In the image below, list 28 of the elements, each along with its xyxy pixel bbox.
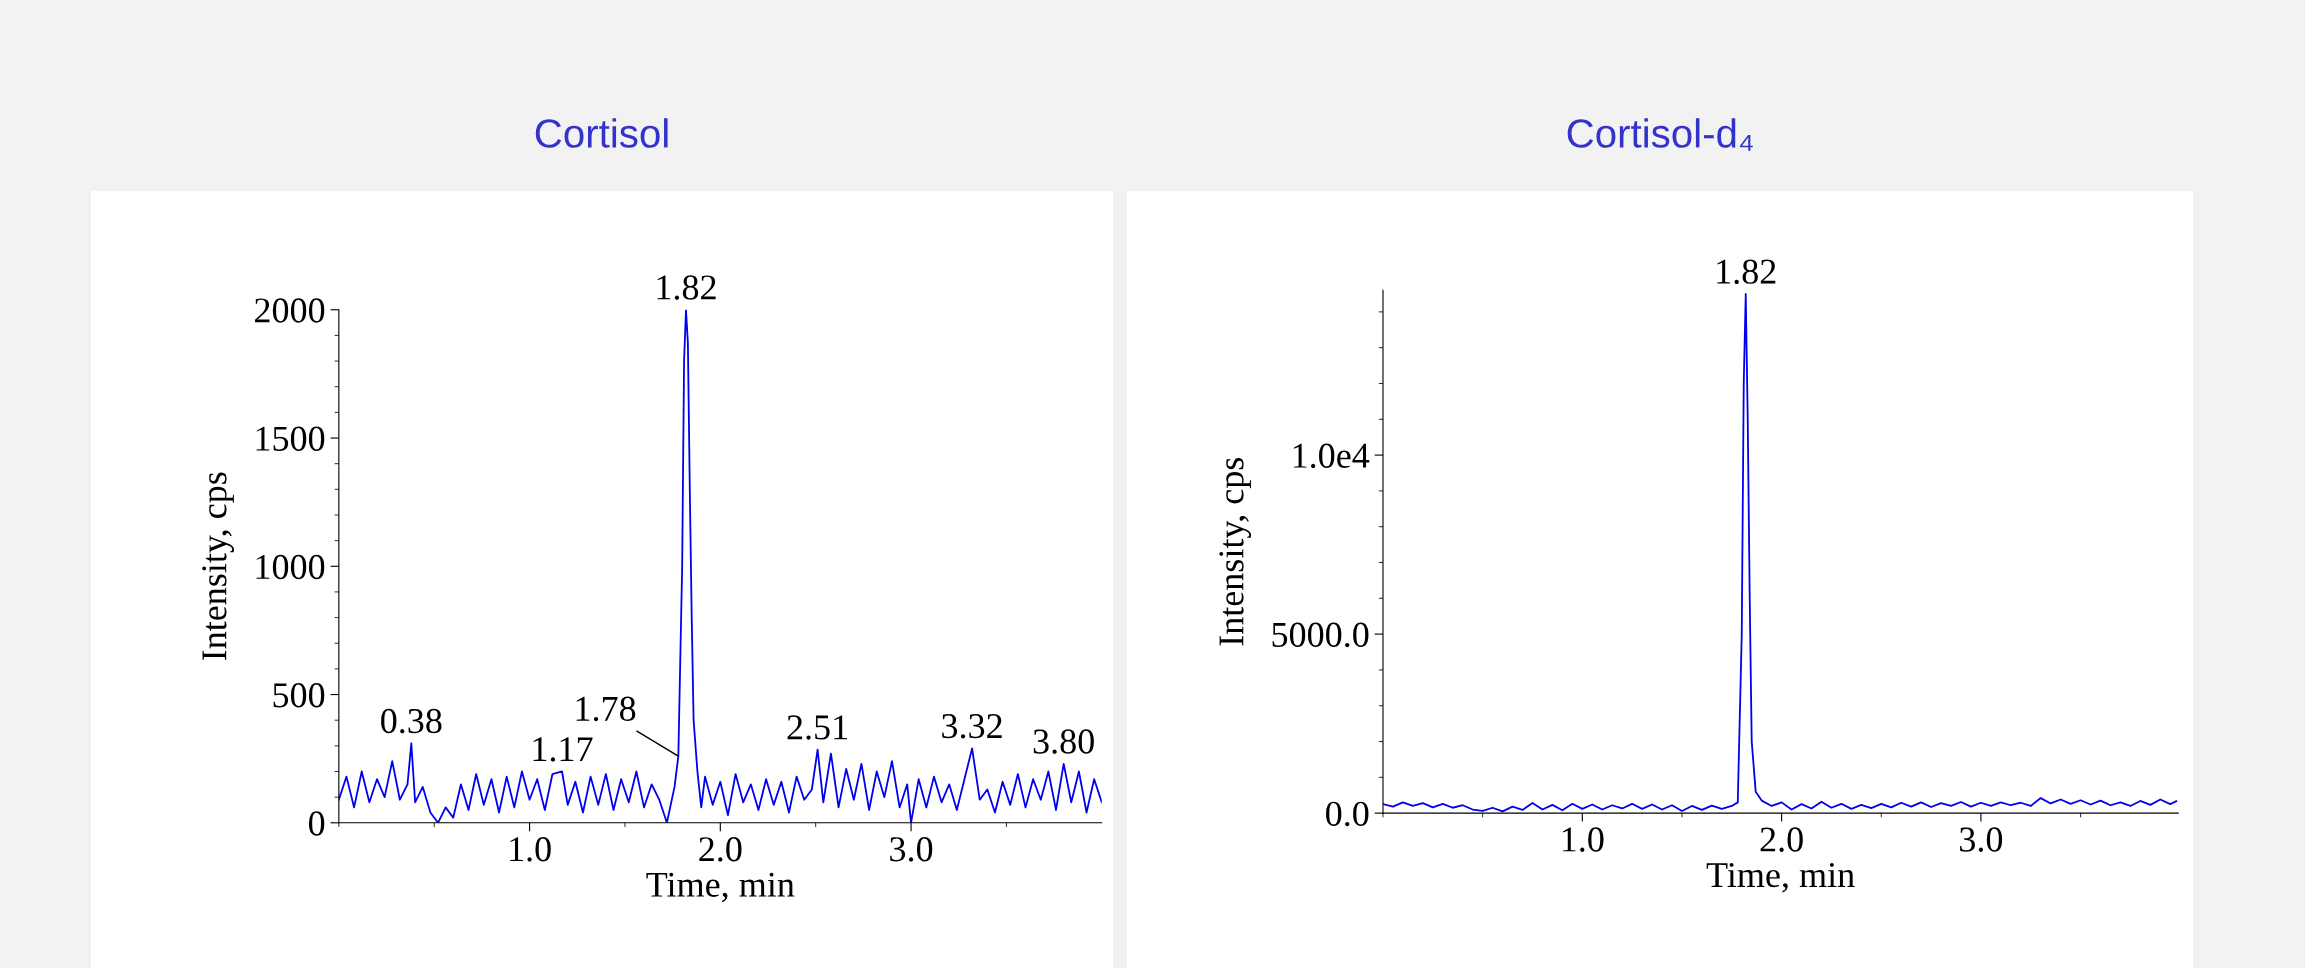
x-axis-title: Time, min: [646, 872, 795, 903]
y-axis-title: Intensity, cps: [1219, 457, 1252, 646]
y-tick-label: 500: [273, 683, 325, 708]
annotation: 1.82: [657, 275, 716, 300]
x-tick-label: 1.0: [1562, 827, 1604, 852]
y-tick-label: 5000.0: [1272, 622, 1369, 648]
x-tick-label: 1.0: [510, 837, 551, 862]
annotation: 1.78: [576, 696, 636, 722]
annotation: 2.51: [787, 715, 848, 740]
chart-title: Cortisol: [535, 118, 668, 148]
y-tick-label: 1000: [256, 554, 325, 580]
x-tick-label: 2.0: [1760, 827, 1803, 852]
chart-title: Cortisol-d₄: [1567, 118, 1753, 151]
x-tick-label: 3.0: [890, 837, 933, 862]
x-axis-title: Time, min: [1706, 862, 1855, 893]
annotation: 3.80: [1033, 729, 1094, 754]
x-tick-label: 3.0: [1960, 827, 2003, 852]
y-axis-title: Intensity, cps: [202, 472, 234, 661]
y-tick-label: 2000: [255, 298, 325, 323]
y-tick-label: 0: [308, 811, 325, 836]
annotation: 1.17: [533, 737, 593, 762]
y-tick-label: 0.0: [1326, 801, 1369, 827]
annotation: 3.32: [942, 714, 1002, 739]
y-tick-label: 1500: [256, 426, 325, 451]
annotation: 1.82: [1717, 259, 1776, 285]
x-tick-label: 2.0: [699, 837, 742, 862]
annotation: 0.38: [381, 708, 442, 734]
y-tick-label: 1.0e4: [1293, 443, 1370, 469]
